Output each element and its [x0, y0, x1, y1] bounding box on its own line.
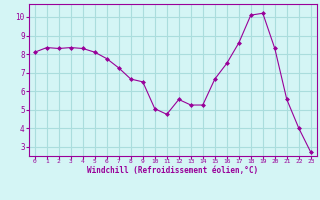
X-axis label: Windchill (Refroidissement éolien,°C): Windchill (Refroidissement éolien,°C): [87, 166, 258, 175]
